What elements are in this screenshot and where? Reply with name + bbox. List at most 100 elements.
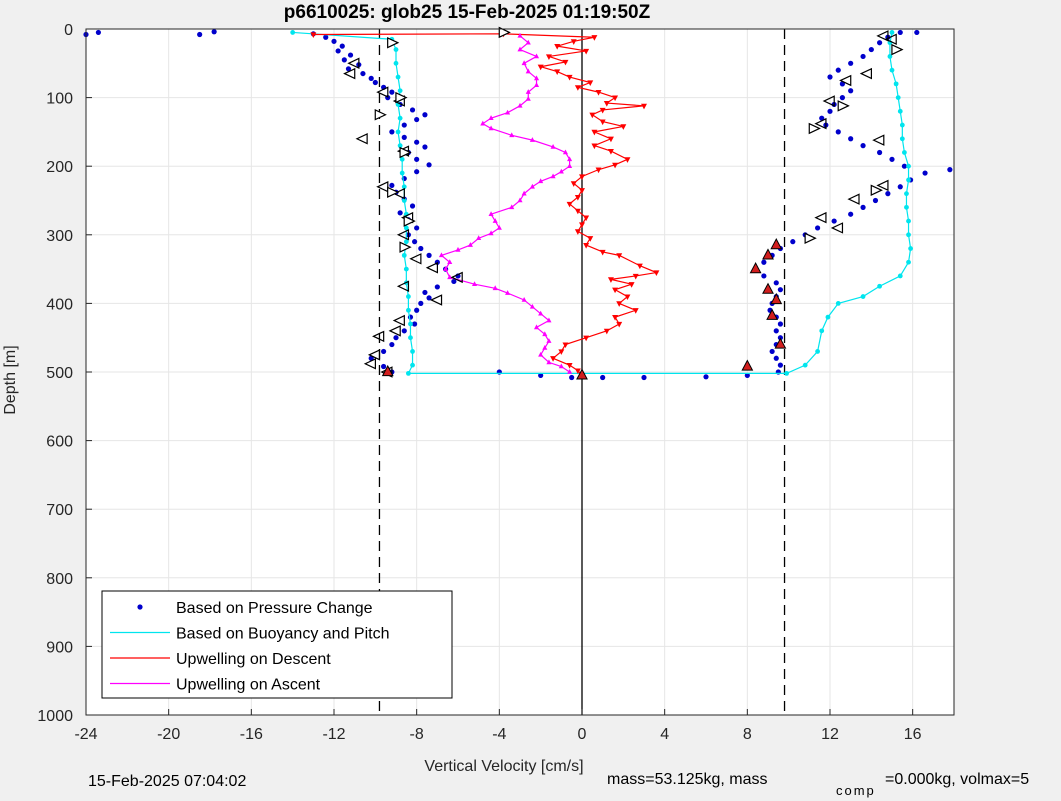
data-point xyxy=(395,74,401,80)
data-point xyxy=(397,88,403,94)
data-point xyxy=(396,280,410,292)
x-tick-label: -4 xyxy=(492,726,506,743)
data-point xyxy=(825,314,831,320)
data-point xyxy=(607,136,614,143)
data-point xyxy=(632,273,639,280)
data-point xyxy=(848,211,854,217)
data-point xyxy=(525,89,531,94)
data-point xyxy=(877,149,883,156)
data-point xyxy=(562,342,569,349)
data-point xyxy=(558,168,564,174)
data-point xyxy=(550,173,556,179)
data-point xyxy=(839,74,852,87)
data-point xyxy=(603,328,610,335)
data-point xyxy=(562,59,569,66)
series-ascent-triangle-markers xyxy=(374,26,904,253)
data-point xyxy=(749,262,762,274)
data-point xyxy=(447,259,453,265)
data-point xyxy=(835,67,841,73)
data-point xyxy=(488,230,494,236)
data-point xyxy=(509,132,515,138)
data-point xyxy=(323,34,329,40)
data-point xyxy=(529,137,535,142)
data-point xyxy=(488,125,494,131)
data-point xyxy=(538,178,544,184)
data-point xyxy=(381,363,387,370)
data-point xyxy=(409,203,416,209)
data-point xyxy=(808,122,821,135)
data-point xyxy=(393,60,399,66)
data-point xyxy=(476,235,482,241)
y-tick-label: 100 xyxy=(46,91,73,108)
data-point xyxy=(897,29,903,36)
footer-timestamp: 15-Feb-2025 07:04:02 xyxy=(88,773,247,790)
data-point xyxy=(412,239,418,245)
data-point xyxy=(595,167,602,174)
data-point xyxy=(773,328,779,334)
data-point xyxy=(403,266,409,272)
data-point xyxy=(381,348,387,355)
data-point xyxy=(566,201,573,208)
data-point xyxy=(554,44,561,50)
y-tick-label: 500 xyxy=(46,365,73,382)
data-point xyxy=(574,85,581,91)
data-point xyxy=(414,225,420,231)
y-tick-label: 0 xyxy=(64,22,73,39)
data-point xyxy=(399,146,412,159)
y-tick-label: 600 xyxy=(46,434,73,451)
data-point xyxy=(414,139,420,145)
data-point xyxy=(389,89,395,95)
data-point xyxy=(887,54,893,59)
data-point xyxy=(860,204,866,210)
data-point xyxy=(509,204,515,210)
data-point xyxy=(847,193,860,205)
data-point xyxy=(860,143,866,149)
data-point xyxy=(488,115,494,120)
data-point xyxy=(574,194,581,201)
data-point xyxy=(766,308,779,320)
data-point xyxy=(376,181,389,193)
data-point xyxy=(579,222,585,229)
data-point xyxy=(397,210,403,216)
data-point xyxy=(906,163,911,169)
data-point xyxy=(761,273,767,279)
data-point xyxy=(822,95,835,107)
data-point xyxy=(814,117,827,130)
data-point xyxy=(600,374,606,381)
data-point xyxy=(401,198,407,203)
data-point xyxy=(827,74,833,80)
data-point xyxy=(914,29,920,36)
legend-label: Based on Buoyancy and Pitch xyxy=(176,626,389,643)
x-tick-label: -24 xyxy=(74,726,97,743)
y-axis-ticks: 0 100 200 300 400 500 600 700 800 900 1000 xyxy=(37,22,92,725)
data-point xyxy=(376,86,389,98)
data-point xyxy=(895,95,901,100)
data-point xyxy=(591,35,598,41)
data-point xyxy=(872,197,879,204)
data-point xyxy=(521,60,527,66)
data-point xyxy=(393,335,399,341)
data-point xyxy=(372,79,378,86)
data-point xyxy=(550,143,556,149)
data-point xyxy=(583,215,590,222)
data-point xyxy=(906,259,911,265)
data-point xyxy=(505,290,511,295)
data-point xyxy=(703,374,709,380)
footer-mass-text-left: mass=53.125kg, mass xyxy=(607,771,768,788)
data-point xyxy=(290,30,296,35)
data-point xyxy=(409,253,422,265)
data-point xyxy=(885,191,891,197)
data-point xyxy=(347,57,360,70)
data-point xyxy=(443,266,449,271)
data-point xyxy=(579,174,585,180)
data-point xyxy=(877,40,883,46)
data-point xyxy=(741,359,754,371)
data-point xyxy=(872,134,885,146)
data-point xyxy=(410,349,415,354)
data-point xyxy=(310,32,317,38)
data-point xyxy=(587,80,594,87)
data-point xyxy=(410,362,415,368)
data-point xyxy=(492,285,498,291)
data-point xyxy=(341,57,347,63)
data-point xyxy=(537,64,544,71)
